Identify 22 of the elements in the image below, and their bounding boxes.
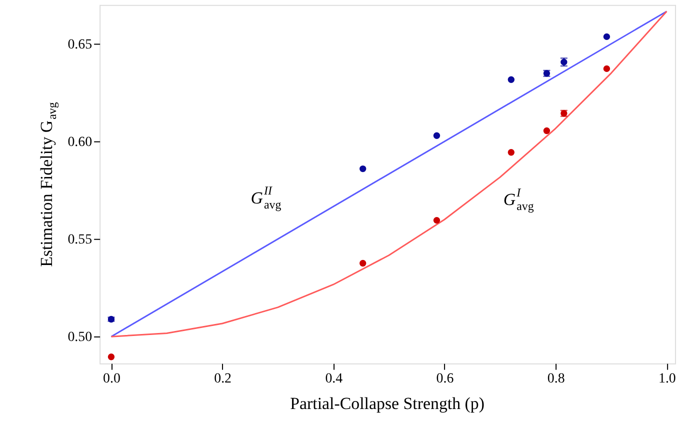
y-axis-title: Estimation Fidelity Gavg [36,102,59,267]
y-tick-label: 0.55 [68,232,92,248]
point [603,65,610,72]
point [543,127,550,134]
y-tick-label: 0.50 [68,330,92,346]
x-tick-label: 0.4 [325,372,343,387]
point [108,354,115,360]
x-tick-label: 0.2 [214,372,232,387]
point [433,132,440,139]
point [508,76,515,83]
point [603,33,610,40]
y-tick-label: 0.65 [68,37,92,52]
point [360,260,366,267]
x-tick-label: 0.0 [103,372,120,387]
point [433,216,440,224]
x-tick-label: 1.0 [658,372,676,387]
x-tick-label: 0.8 [547,372,565,387]
x-tick-label: 0.6 [436,372,454,387]
point [508,149,515,156]
x-axis-title: Partial-Collapse Strength (p) [290,394,484,414]
point [360,165,366,172]
y-tick-label: 0.60 [68,134,92,150]
